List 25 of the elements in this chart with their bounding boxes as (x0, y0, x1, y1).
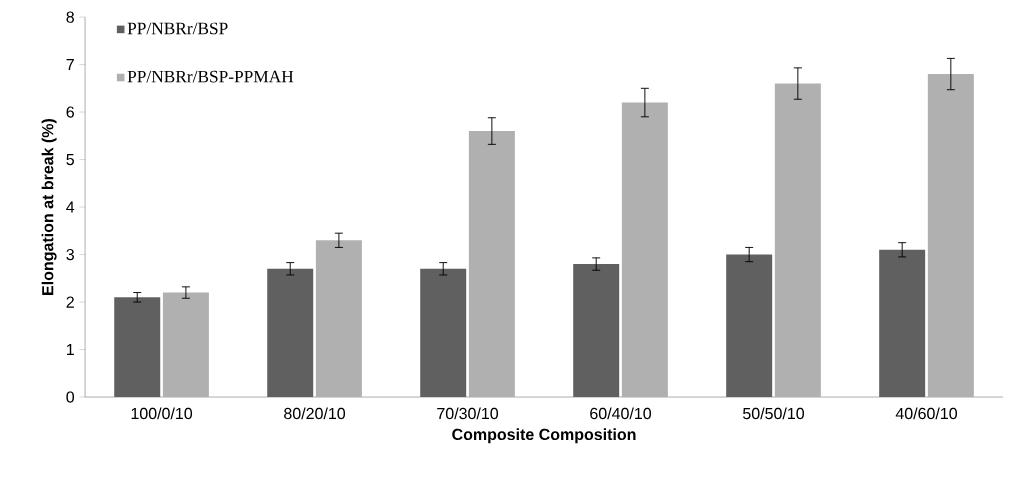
bar (621, 102, 668, 398)
x-tick-label: 70/30/10 (437, 407, 499, 420)
x-tick-label: 60/40/10 (590, 407, 652, 420)
y-tick-label: 4 (66, 201, 75, 213)
y-tick-label: 5 (66, 153, 74, 166)
y-tick-label: 7 (66, 59, 74, 71)
y-tick-label: 8 (66, 11, 74, 23)
bar (774, 83, 821, 398)
y-tick-label: 2 (66, 296, 74, 308)
y-tick-label: 0 (66, 391, 75, 403)
x-tick-label: 100/0/10 (131, 407, 193, 420)
x-tick-label: 50/50/10 (743, 407, 805, 420)
x-tick-label: 80/20/10 (284, 407, 346, 420)
y-tick-label: 3 (66, 248, 74, 261)
bar (468, 131, 515, 398)
y-tick-label: 6 (66, 106, 74, 118)
bar (927, 74, 974, 398)
y-tick-label: 1 (66, 344, 74, 356)
x-axis-title: Composite Composition (452, 428, 636, 444)
bar (162, 292, 209, 398)
y-axis-title: Elongation at break (%) (41, 118, 57, 295)
bar (315, 240, 362, 398)
legend-label: PP/NBRr/BSP-PPMAH (127, 70, 294, 83)
legend-label: PP/NBRr/BSP (127, 22, 228, 35)
x-tick-label: 40/60/10 (895, 407, 958, 420)
